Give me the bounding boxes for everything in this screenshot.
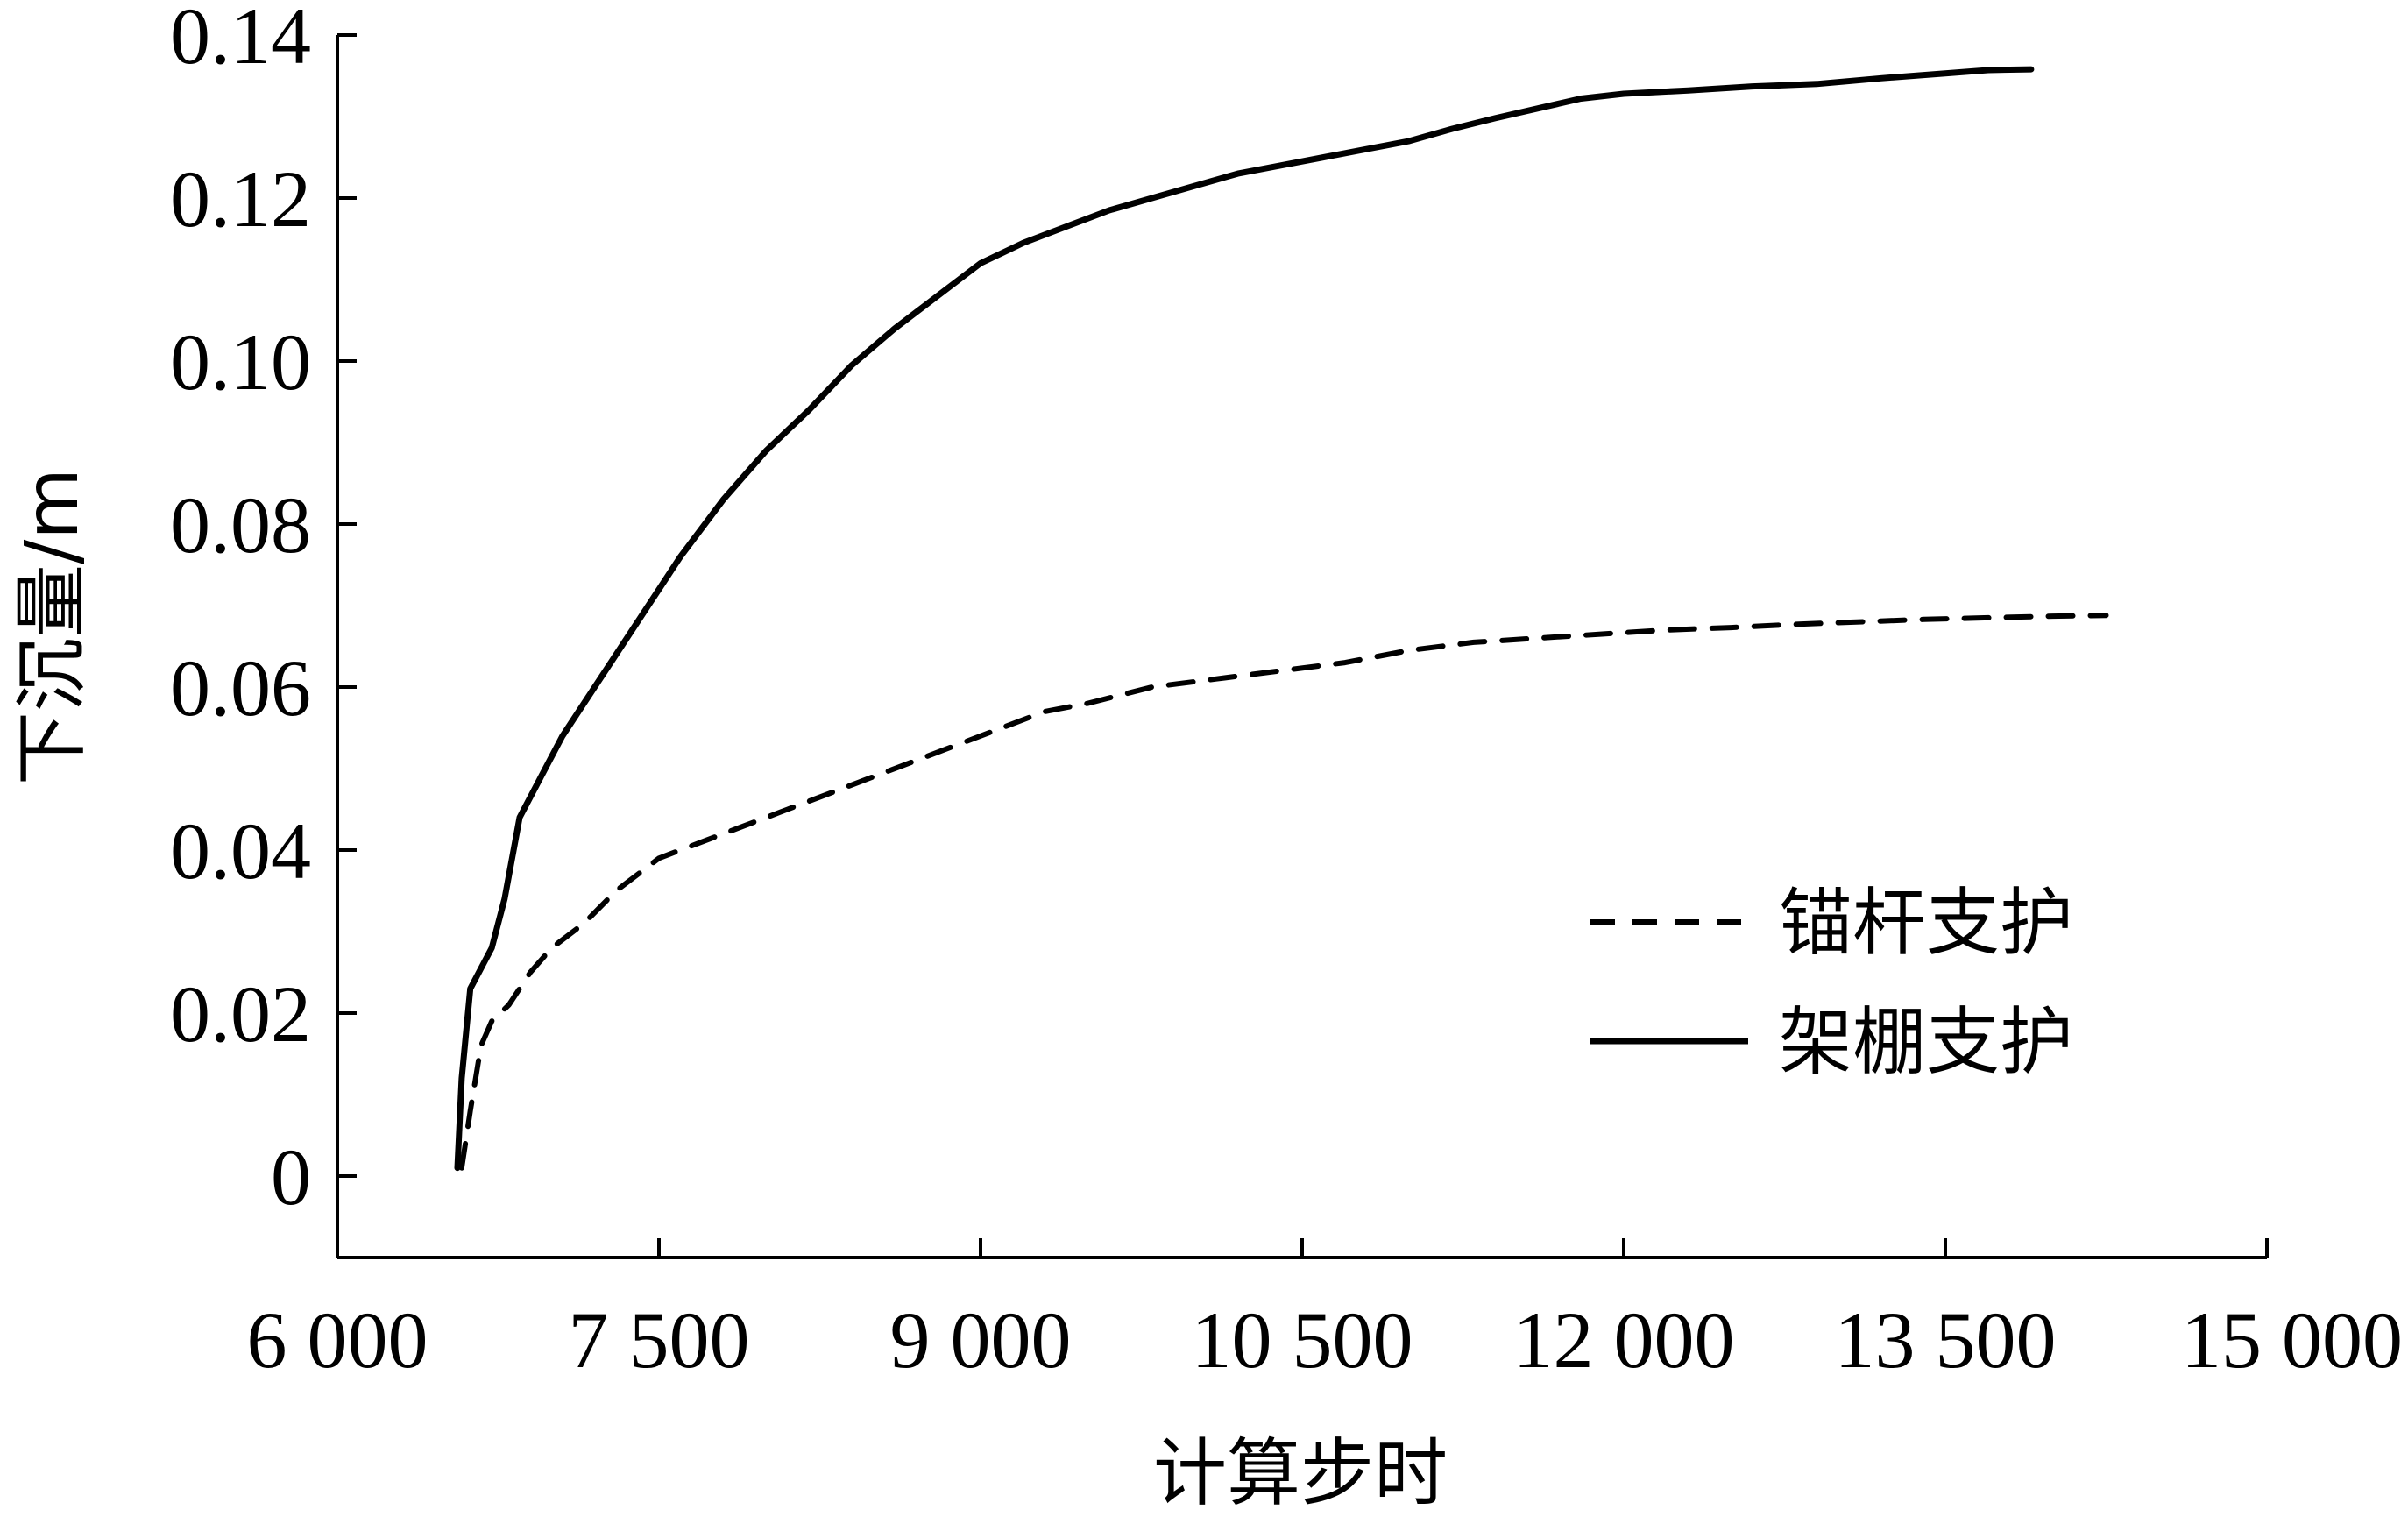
x-tick-label: 12 000 — [1513, 1295, 1735, 1385]
series-line-steel-arch — [454, 66, 2035, 1172]
legend-label: 架棚支护 — [1779, 999, 2073, 1085]
x-tick-label: 9 000 — [890, 1295, 1072, 1385]
x-tick-label: 13 500 — [1835, 1295, 2057, 1385]
x-axis-title: 计算步时 — [1153, 1430, 1448, 1516]
plot-lines — [454, 66, 2109, 1172]
tick-labels: 0 0.02 0.04 0.06 0.08 0.10 0.12 0.14 6 000 7 500 9… — [170, 0, 2403, 1385]
axes — [336, 33, 2269, 1259]
y-tick-label: 0.10 — [170, 317, 311, 407]
legend-label: 锚杆支护 — [1779, 880, 2073, 966]
y-tick-label: 0.14 — [170, 0, 311, 81]
x-tick-label: 10 500 — [1192, 1295, 1413, 1385]
y-tick-label: 0.04 — [170, 806, 311, 896]
y-tick-label: 0 — [271, 1132, 311, 1222]
y-axis-title: 下沉量/m — [9, 468, 95, 785]
y-tick-label: 0.12 — [170, 154, 311, 244]
x-tick-label: 15 000 — [2181, 1295, 2403, 1385]
x-tick-label: 7 500 — [569, 1295, 750, 1385]
series-line-anchor-bolt — [458, 613, 2109, 1171]
x-tick-label: 6 000 — [247, 1295, 428, 1385]
y-tick-label: 0.06 — [170, 643, 311, 733]
y-tick-label: 0.02 — [170, 969, 311, 1059]
y-tick-label: 0.08 — [170, 480, 311, 570]
